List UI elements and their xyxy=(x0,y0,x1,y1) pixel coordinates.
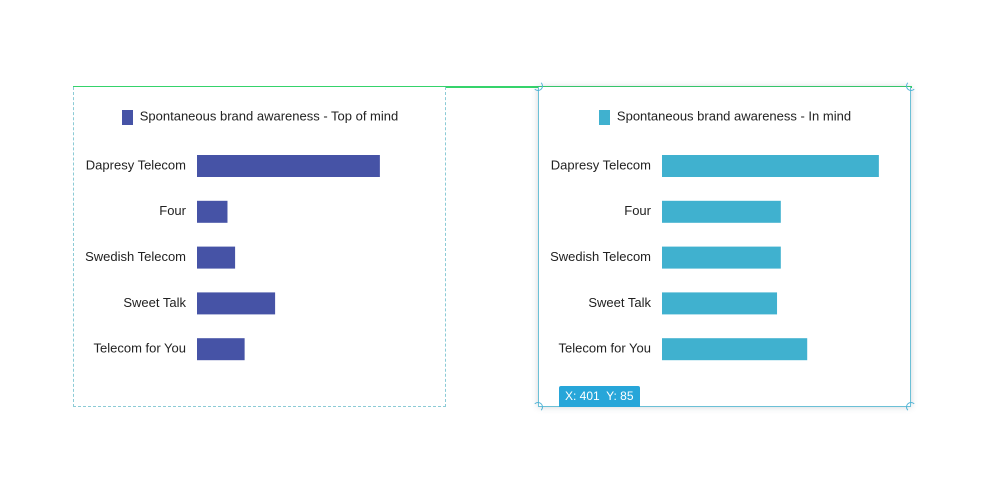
category-tick-label: Swedish Telecom xyxy=(85,249,186,264)
category-tick-label: Sweet Talk xyxy=(588,295,651,310)
resize-handle-top-left[interactable] xyxy=(533,81,543,91)
resize-handle-bottom-right[interactable] xyxy=(906,402,916,412)
bar-chart-top-of-mind: Spontaneous brand awareness - Top of min… xyxy=(85,108,398,361)
category-tick-label: Four xyxy=(159,203,186,218)
category-tick-label: Sweet Talk xyxy=(123,295,186,310)
chart-panel-top-of-mind[interactable]: Spontaneous brand awareness - Top of min… xyxy=(73,87,446,407)
bar[interactable] xyxy=(197,338,245,361)
category-tick-label: Four xyxy=(624,203,651,218)
position-readout-badge: X: 401 Y: 85 xyxy=(559,386,640,407)
bar[interactable] xyxy=(197,292,276,315)
resize-handle-top-right[interactable] xyxy=(906,81,916,91)
category-tick-label: Dapresy Telecom xyxy=(86,157,186,172)
bar[interactable] xyxy=(197,200,228,223)
bar[interactable] xyxy=(662,246,781,269)
position-x-readout: X: 401 xyxy=(565,389,600,403)
legend-label: Spontaneous brand awareness - In mind xyxy=(617,108,851,123)
category-tick-label: Dapresy Telecom xyxy=(551,157,651,172)
bar-chart-in-mind: Spontaneous brand awareness - In mind Dap… xyxy=(550,108,879,361)
bar[interactable] xyxy=(662,292,778,315)
position-y-readout: Y: 85 xyxy=(606,389,634,403)
category-tick-label: Swedish Telecom xyxy=(550,249,651,264)
category-tick-label: Telecom for You xyxy=(558,341,651,356)
selection-guide-line xyxy=(73,86,912,88)
chart-panel-in-mind[interactable]: Spontaneous brand awareness - In mind Dap… xyxy=(533,81,916,412)
bar[interactable] xyxy=(662,338,808,361)
legend-label: Spontaneous brand awareness - Top of min… xyxy=(140,108,398,123)
bar[interactable] xyxy=(197,155,380,177)
legend-swatch xyxy=(598,110,610,125)
bar[interactable] xyxy=(662,200,781,223)
bar[interactable] xyxy=(662,155,879,177)
bar[interactable] xyxy=(197,246,236,269)
resize-handle-bottom-left[interactable] xyxy=(533,402,543,412)
legend-swatch xyxy=(121,110,133,125)
category-tick-label: Telecom for You xyxy=(93,341,186,356)
